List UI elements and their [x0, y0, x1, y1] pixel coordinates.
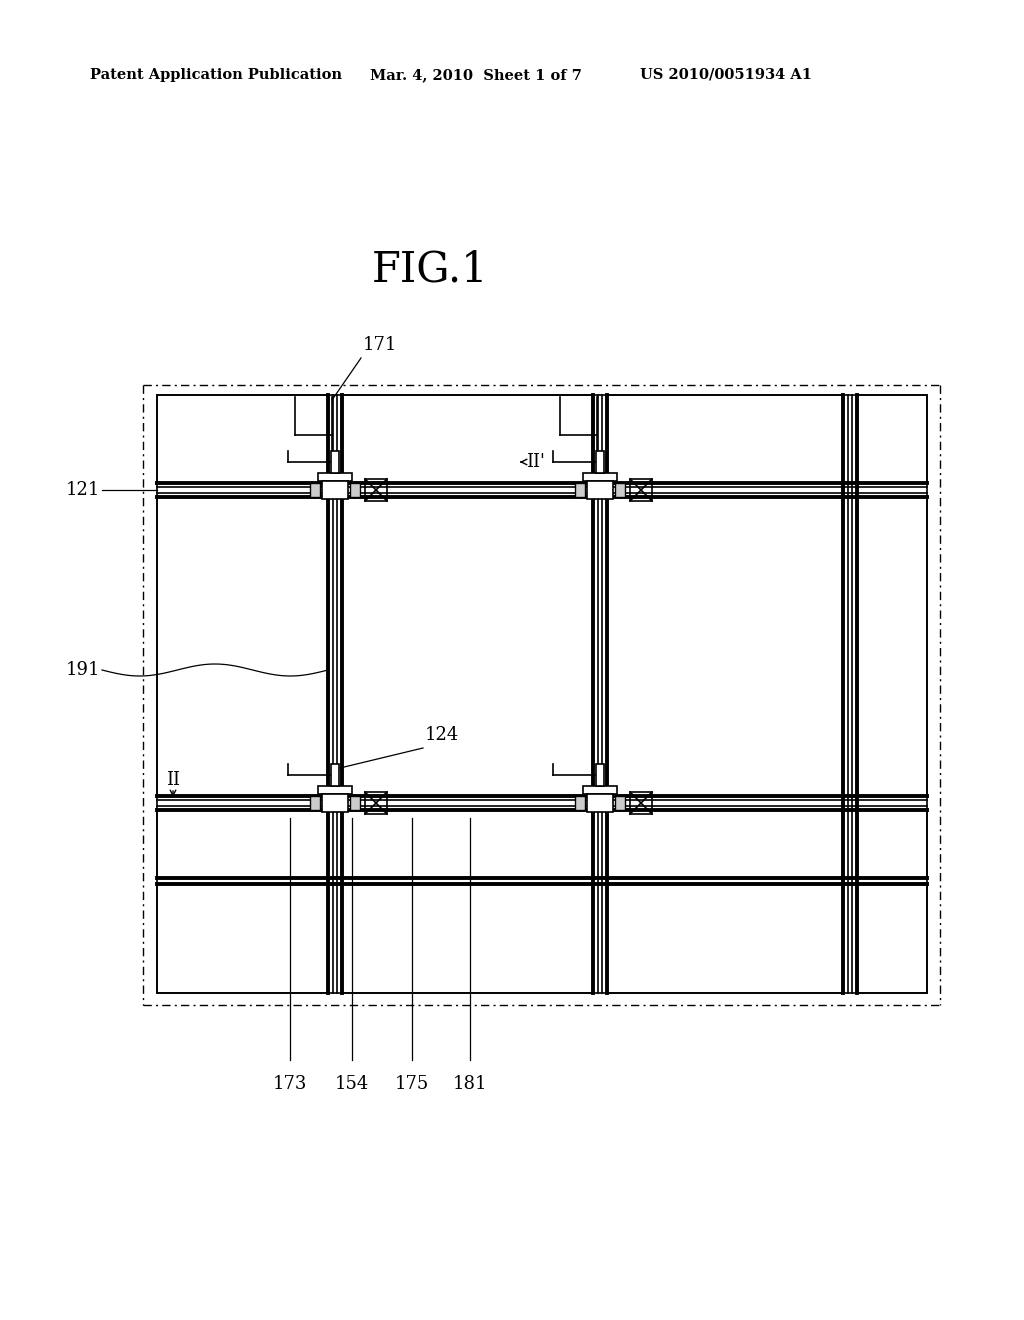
Bar: [607, 884, 843, 993]
Bar: [575, 483, 585, 498]
Bar: [157, 395, 328, 483]
Text: 124: 124: [425, 726, 459, 744]
Text: II': II': [526, 453, 545, 471]
Bar: [583, 785, 617, 795]
Bar: [331, 764, 339, 785]
Bar: [575, 796, 585, 810]
Bar: [630, 479, 652, 502]
Text: 173: 173: [272, 1074, 307, 1093]
Text: Patent Application Publication: Patent Application Publication: [90, 69, 342, 82]
Bar: [607, 395, 843, 483]
Bar: [630, 792, 652, 814]
Text: 121: 121: [66, 480, 100, 499]
Bar: [857, 810, 927, 878]
Bar: [615, 483, 625, 498]
Bar: [350, 483, 360, 498]
Bar: [857, 884, 927, 993]
Bar: [157, 498, 328, 796]
Bar: [318, 785, 352, 795]
Bar: [857, 395, 927, 483]
Text: 154: 154: [335, 1074, 369, 1093]
Bar: [342, 810, 593, 878]
Bar: [157, 884, 328, 993]
Bar: [857, 498, 927, 796]
Text: 171: 171: [362, 337, 397, 354]
Bar: [342, 884, 593, 993]
Bar: [342, 395, 593, 483]
Text: FIG.1: FIG.1: [372, 249, 488, 290]
Bar: [583, 473, 617, 480]
Bar: [596, 451, 604, 473]
Bar: [365, 479, 387, 502]
Bar: [365, 792, 387, 814]
Bar: [350, 796, 360, 810]
Bar: [318, 473, 352, 480]
Text: 175: 175: [395, 1074, 429, 1093]
Bar: [587, 480, 613, 499]
Text: 191: 191: [66, 661, 100, 678]
Bar: [342, 498, 593, 796]
Bar: [615, 796, 625, 810]
Bar: [157, 810, 328, 878]
Bar: [587, 795, 613, 812]
Text: II: II: [166, 771, 180, 789]
Bar: [331, 451, 339, 473]
Bar: [322, 480, 348, 499]
Bar: [310, 483, 319, 498]
Text: 181: 181: [453, 1074, 487, 1093]
Bar: [596, 764, 604, 785]
Bar: [607, 498, 843, 796]
Bar: [310, 796, 319, 810]
Text: Mar. 4, 2010  Sheet 1 of 7: Mar. 4, 2010 Sheet 1 of 7: [370, 69, 582, 82]
Bar: [322, 795, 348, 812]
Text: US 2010/0051934 A1: US 2010/0051934 A1: [640, 69, 812, 82]
Bar: [607, 810, 843, 878]
Bar: [157, 395, 927, 993]
